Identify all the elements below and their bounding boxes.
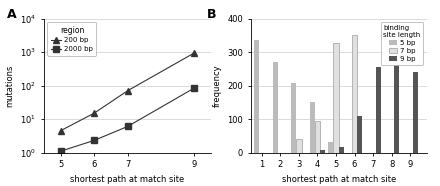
Bar bbox=[310, 102, 315, 153]
Legend: 5 bp, 7 bp, 9 bp: 5 bp, 7 bp, 9 bp bbox=[381, 22, 423, 65]
Bar bbox=[413, 72, 418, 153]
200 bp bbox=[58, 129, 63, 132]
Bar bbox=[328, 142, 334, 153]
Y-axis label: frequency: frequency bbox=[213, 64, 222, 107]
Y-axis label: mutations: mutations bbox=[6, 64, 15, 107]
Line: 200 bp: 200 bp bbox=[58, 50, 197, 133]
Bar bbox=[315, 121, 320, 153]
X-axis label: shortest path at match site: shortest path at match site bbox=[70, 175, 185, 184]
2000 bp bbox=[92, 139, 97, 142]
Line: 2000 bp: 2000 bp bbox=[58, 85, 197, 154]
Text: A: A bbox=[7, 8, 17, 21]
Bar bbox=[320, 150, 325, 153]
Bar bbox=[291, 83, 297, 153]
X-axis label: shortest path at match site: shortest path at match site bbox=[282, 175, 396, 184]
Text: B: B bbox=[207, 8, 216, 21]
Bar bbox=[297, 139, 301, 153]
Bar bbox=[394, 54, 400, 153]
Legend: 200 bp, 2000 bp: 200 bp, 2000 bp bbox=[48, 22, 96, 56]
200 bp bbox=[92, 112, 97, 114]
Bar bbox=[352, 35, 357, 153]
Bar bbox=[376, 67, 381, 153]
200 bp bbox=[192, 52, 197, 54]
Bar bbox=[357, 116, 362, 153]
200 bp bbox=[125, 90, 130, 92]
2000 bp bbox=[58, 150, 63, 152]
Bar bbox=[339, 147, 344, 153]
2000 bp bbox=[125, 125, 130, 128]
2000 bp bbox=[192, 87, 197, 89]
Bar bbox=[254, 40, 259, 153]
Bar bbox=[273, 62, 278, 153]
Bar bbox=[334, 43, 339, 153]
